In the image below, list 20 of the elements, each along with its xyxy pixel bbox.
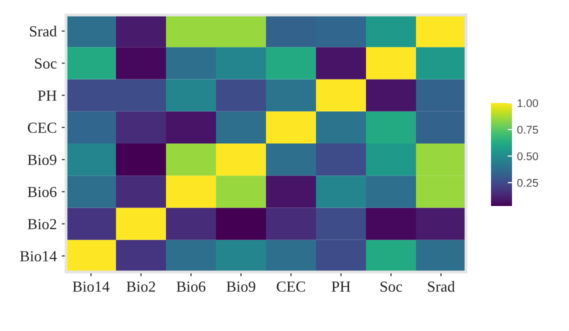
y-tick-label: Bio9 <box>28 154 56 166</box>
y-tick-label: CEC <box>28 122 56 133</box>
x-tick-label: CEC <box>276 282 306 292</box>
x-tick-label: PH <box>332 282 350 292</box>
x-tick-label: Srad <box>428 281 455 292</box>
y-tick-label: PH <box>38 90 57 101</box>
color-bar-label: 0.25 <box>517 178 538 187</box>
y-tick-label: Bio6 <box>28 186 57 198</box>
x-tick-label: Soc <box>380 282 402 292</box>
x-tick-label: Bio14 <box>72 282 110 292</box>
color-bar-label: 0.50 <box>517 152 538 160</box>
y-tick-label: Soc <box>35 58 57 69</box>
x-tick-label: Bio2 <box>126 282 156 292</box>
y-tick-label: Bio14 <box>20 251 57 262</box>
y-tick-label: Srad <box>30 26 57 37</box>
x-tick-label: Bio9 <box>226 282 256 292</box>
x-tick-label: Bio6 <box>176 282 206 292</box>
color-bar-label: 1.00 <box>518 99 538 108</box>
y-tick-label: Bio2 <box>28 218 56 230</box>
color-bar-label: 0.75 <box>517 126 538 134</box>
